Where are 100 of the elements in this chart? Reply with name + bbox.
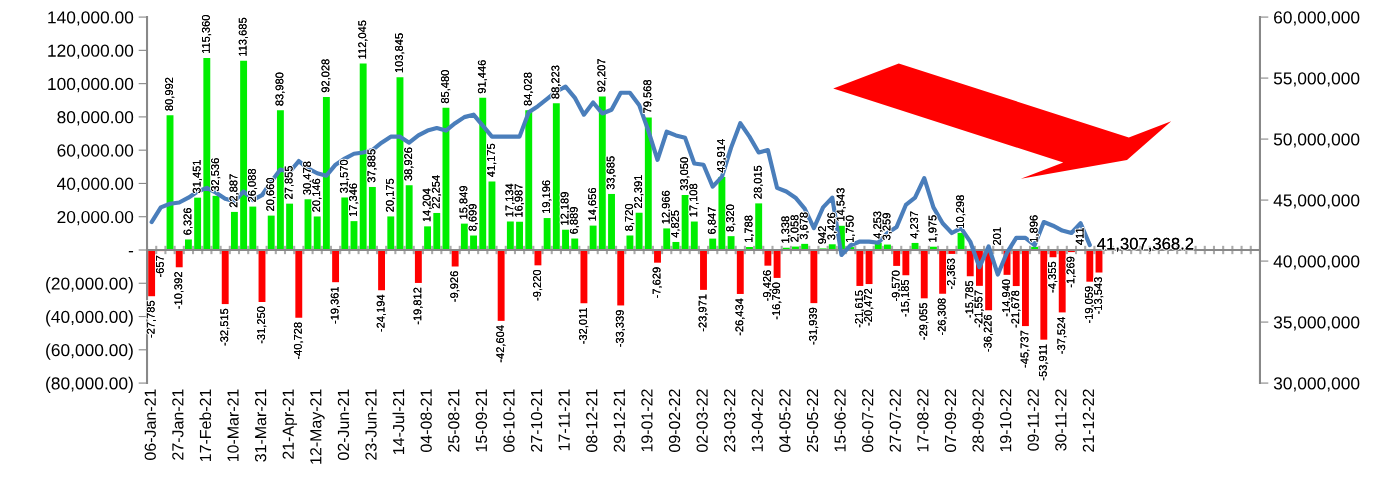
y-tick-label: (20,000.00) (46, 276, 133, 294)
x-tick-label: 08-12-21 (586, 389, 598, 452)
data-label: -21,615 (854, 290, 865, 328)
data-label: 92,028 (321, 59, 331, 93)
data-label: -27,785 (146, 300, 156, 338)
data-label: -26,308 (937, 298, 947, 336)
x-tick-label: 27-10-21 (530, 389, 543, 452)
data-label: 27,855 (284, 165, 294, 199)
x-tick-label: 10-Mar-21 (227, 389, 239, 462)
data-label: -9,570 (891, 270, 901, 302)
data-label: -33,339 (615, 310, 626, 347)
x-tick-label: 29-12-21 (613, 389, 626, 452)
y2-tick-label: 45,000,000 (1273, 194, 1360, 209)
data-label: 28,015 (753, 165, 763, 199)
data-label: 31,451 (192, 160, 202, 194)
y-tick-label: 80,000.00 (57, 111, 134, 126)
data-label: -10,392 (174, 272, 184, 309)
y-tick-label: 140,000.00 (48, 11, 134, 26)
data-label: -19,812 (413, 287, 423, 325)
data-label: -29,055 (919, 302, 929, 340)
data-label: -9,926 (450, 271, 460, 302)
data-label: 4,253 (873, 211, 883, 239)
data-label: 20,146 (312, 178, 322, 212)
data-label: 942 (818, 226, 827, 244)
data-label: 31,570 (339, 159, 350, 193)
data-label: -9,220 (533, 269, 543, 301)
data-label: -23,971 (698, 294, 708, 332)
y-tick-label: 20,000.00 (57, 210, 134, 226)
data-label: 115,360 (201, 15, 212, 54)
data-label: 201 (992, 227, 1001, 245)
y2-tick-label: 35,000,000 (1273, 316, 1360, 331)
data-label: 16,987 (514, 184, 524, 217)
data-label: 17,346 (349, 183, 359, 217)
data-label: 88,223 (551, 65, 561, 99)
x-tick-label: 06-10-21 (503, 389, 515, 452)
y-tick-label: 40,000.00 (57, 177, 134, 192)
data-label: 3,678 (799, 212, 809, 240)
data-label: 14,543 (836, 188, 846, 221)
y-tick-label: (40,000.00) (46, 310, 133, 327)
data-label: -32,011 (579, 307, 589, 344)
data-label: 14,656 (588, 187, 598, 221)
data-label: 3,426 (827, 212, 837, 240)
data-label: 10,298 (956, 195, 966, 228)
data-label: -36,226 (983, 314, 993, 352)
data-label: 20,660 (266, 177, 276, 211)
y-tick-label: (60,000.00) (46, 343, 133, 360)
y-tick-label: (80,000.00) (46, 376, 133, 393)
data-label: 1,788 (744, 215, 754, 242)
x-tick-label: 25-08-21 (448, 389, 460, 452)
x-tick-label: 25-05-22 (806, 389, 819, 452)
data-label: -21,678 (1011, 290, 1021, 328)
data-label: 26,088 (247, 168, 258, 202)
data-label: 32,536 (211, 158, 221, 192)
data-label: -31,939 (808, 307, 819, 345)
data-label: 15,849 (459, 186, 469, 219)
data-label: 20,175 (385, 178, 396, 212)
x-tick-label: 19-10-22 (1000, 389, 1012, 452)
data-label: -2,363 (946, 258, 957, 290)
data-label: 22,391 (634, 175, 644, 209)
data-label: 8,720 (625, 203, 635, 231)
data-label: 17,134 (505, 183, 515, 217)
y-tick-label: 60,000.00 (57, 144, 134, 159)
x-tick-label: 28-09-22 (972, 389, 984, 452)
data-label: 411 (1075, 227, 1084, 245)
data-label: -37,524 (1057, 316, 1067, 354)
y-tick-label: 100,000.00 (48, 77, 134, 93)
data-label: -45,737 (1020, 330, 1030, 368)
x-tick-label: 27-Jan-21 (172, 389, 184, 460)
x-tick-label: 21-12-22 (1082, 389, 1094, 452)
y2-tick-label: 60,000,000 (1274, 11, 1360, 26)
data-label: 37,885 (367, 149, 377, 183)
y-tick-label: 120,000.00 (48, 44, 134, 59)
data-label: 41,307,368.2 (1097, 237, 1194, 252)
x-tick-label: 07-09-22 (944, 389, 957, 452)
x-tick-label: 31-Mar-21 (254, 389, 267, 462)
data-label: 12,189 (560, 192, 570, 225)
y2-tick-label: 30,000,000 (1273, 377, 1360, 392)
x-tick-label: 21-Apr-21 (282, 389, 298, 459)
data-label: -4,355 (1048, 261, 1058, 293)
data-label: 92,207 (597, 59, 607, 92)
data-label: -7,629 (652, 267, 662, 298)
data-label: 6,326 (183, 207, 193, 235)
data-label: 33,050 (680, 157, 690, 191)
data-label: -15,785 (965, 280, 975, 318)
data-label: 3,259 (882, 213, 892, 240)
y2-tick-label: 50,000,000 (1273, 133, 1360, 148)
x-tick-label: 04-08-21 (420, 389, 432, 452)
data-label: 4,825 (671, 210, 681, 238)
data-label: 6,889 (569, 207, 580, 234)
data-label: 79,568 (643, 79, 653, 113)
data-label: 8,699 (468, 204, 478, 231)
x-tick-label: 23-Jun-21 (365, 389, 377, 460)
x-tick-label: 09-02-22 (668, 389, 681, 452)
x-tick-label: 17-11-21 (558, 389, 570, 451)
y-tick-label: - (128, 250, 134, 253)
x-tick-label: 30-11-22 (1055, 389, 1067, 451)
data-label: -19,059 (1084, 286, 1095, 324)
data-label: -9,426 (763, 270, 773, 301)
data-label: -657 (155, 255, 164, 277)
data-label: 19,196 (542, 180, 552, 214)
